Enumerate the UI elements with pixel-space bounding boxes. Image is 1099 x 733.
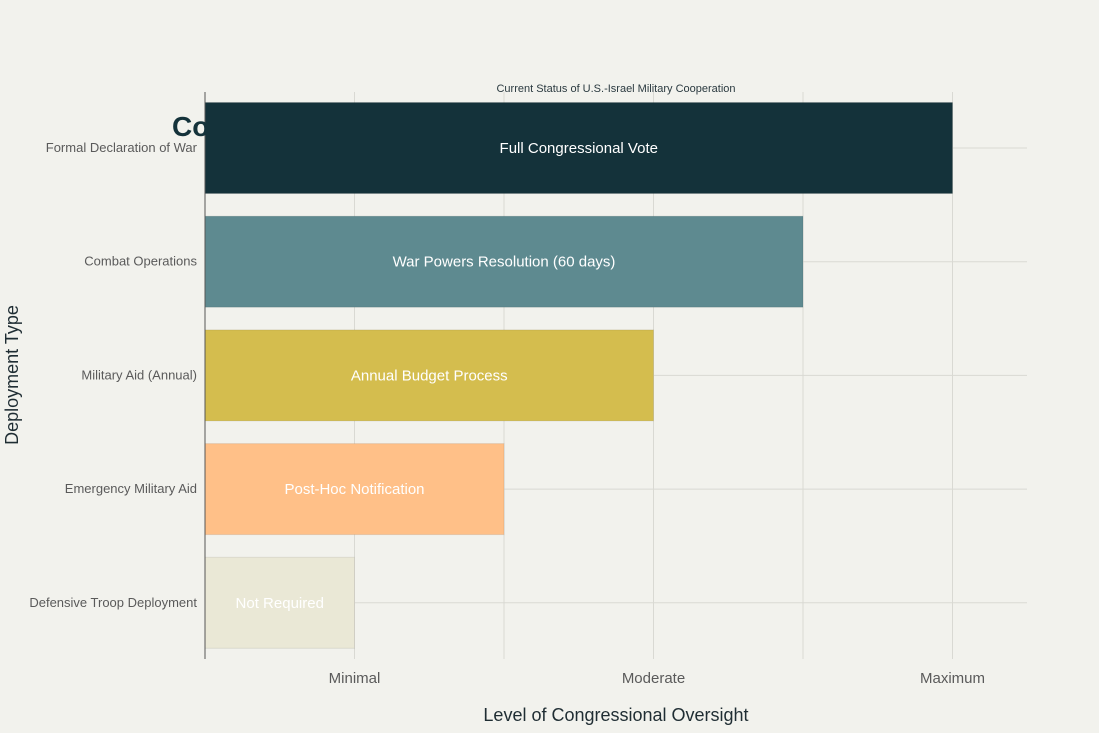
y-tick-label: Defensive Troop Deployment xyxy=(29,595,197,610)
x-tick-label: Minimal xyxy=(329,670,381,687)
y-axis-title: Deployment Type xyxy=(2,305,22,445)
y-tick-label: Formal Declaration of War xyxy=(46,140,198,155)
x-tick-label: Moderate xyxy=(622,670,685,687)
bar-label: Post-Hoc Notification xyxy=(284,481,424,498)
bar-labels: Full Congressional Vote War Powers Resolu… xyxy=(236,140,658,612)
bar xyxy=(204,329,654,422)
bars xyxy=(204,102,953,649)
x-tick-labels: Minimal Moderate Maximum xyxy=(329,670,985,687)
y-tick-label: Military Aid (Annual) xyxy=(81,367,197,382)
chart-title: Co xyxy=(172,111,209,142)
bar xyxy=(204,443,505,536)
bar-label: Full Congressional Vote xyxy=(500,140,658,157)
bar-label: Not Required xyxy=(236,595,324,612)
x-tick-label: Maximum xyxy=(920,670,985,687)
y-tick-label: Emergency Military Aid xyxy=(65,481,197,496)
bar xyxy=(204,102,953,194)
bar-label: War Powers Resolution (60 days) xyxy=(393,254,616,271)
y-tick-labels: Formal Declaration of War Combat Operatio… xyxy=(29,140,197,610)
bar-label: Annual Budget Process xyxy=(351,367,508,384)
y-tick-label: Combat Operations xyxy=(84,254,197,269)
x-axis-title: Level of Congressional Oversight xyxy=(483,705,748,725)
chart-subtitle: Current Status of U.S.-Israel Military C… xyxy=(496,83,735,95)
